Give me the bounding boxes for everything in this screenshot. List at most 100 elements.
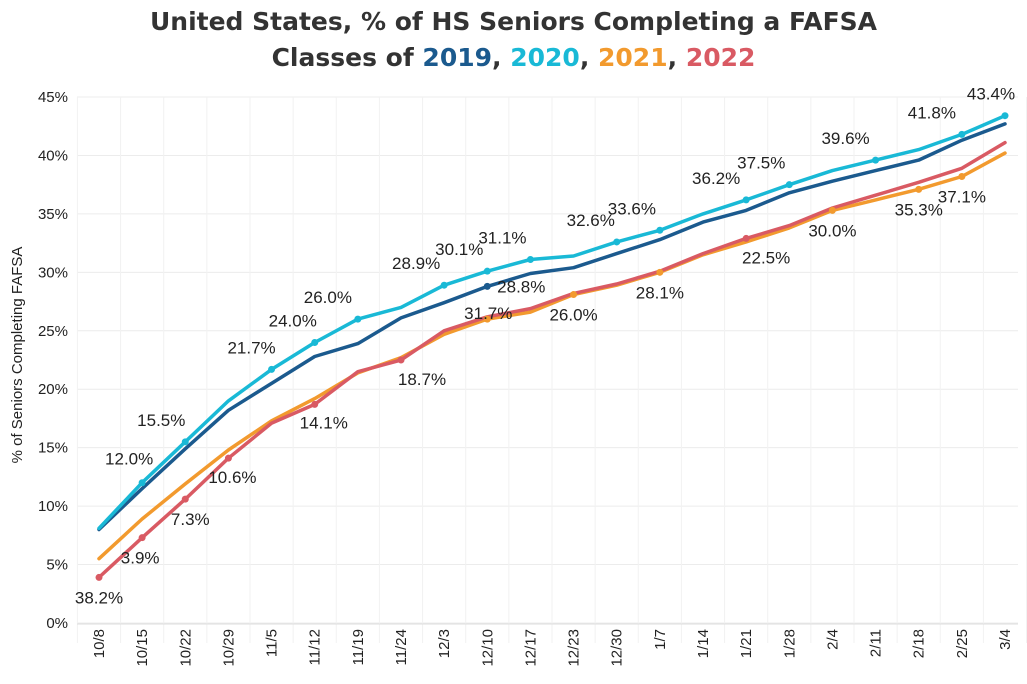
point-2020-11/5 (268, 365, 276, 373)
y-tick-label: 10% (38, 498, 68, 515)
gridlines (76, 96, 1027, 643)
title-year-2019: 2019 (422, 43, 493, 72)
y-axis-label: % of Seniors Completing FAFSA (9, 247, 26, 464)
data-label: 18.7% (398, 370, 446, 389)
point-2021-12/23 (570, 291, 578, 299)
y-tick-label: 0% (46, 615, 68, 632)
x-tick-label: 10/29 (220, 629, 237, 667)
x-tick-label: 11/12 (307, 629, 324, 665)
series-line-2022 (97, 140, 1007, 580)
point-2021-1/7 (656, 268, 664, 276)
y-tick-label: 35% (38, 206, 68, 223)
x-tick-label: 3/4 (997, 629, 1014, 650)
chart-title-line-1: United States, % of HS Seniors Completin… (149, 7, 877, 36)
point-2020-2/25 (958, 130, 966, 138)
point-2020-11/19 (354, 315, 362, 323)
x-tick-label: 11/19 (350, 629, 367, 665)
data-label: 36.2% (692, 169, 740, 188)
data-label: 37.5% (737, 154, 785, 173)
x-tick-label: 11/24 (393, 629, 410, 665)
data-label: 31.1% (478, 228, 526, 247)
data-labels: 12.0% 15.5% 21.7% 24.0% 26.0% 28.9%30.1%31.1%… (75, 85, 1015, 608)
x-tick-label: 12/10 (479, 629, 496, 667)
data-label: 33.6% (608, 199, 656, 218)
series-line-2019 (97, 122, 1007, 532)
y-tick-label: 20% (38, 381, 68, 398)
data-label: 39.6% (821, 129, 869, 148)
x-tick-label: 1/28 (781, 629, 798, 658)
data-label: 32.6% (567, 211, 615, 230)
data-label: 10.6% (208, 468, 256, 487)
data-label: 15.5% (137, 411, 185, 430)
x-tick-label: 2/11 (868, 629, 885, 657)
point-2022-10/22 (181, 495, 189, 503)
y-tick-label: 25% (38, 323, 68, 340)
data-label: 41.8% (908, 103, 956, 122)
x-tick-label: 2/18 (911, 629, 928, 658)
x-tick-label: 11/5 (264, 629, 281, 657)
data-label: 14.1% (300, 413, 348, 432)
point-2019-12/10 (483, 282, 491, 290)
point-2020-10/22 (181, 438, 189, 446)
data-label: 30.1% (435, 240, 483, 259)
point-2021-2/4 (828, 206, 836, 214)
point-2020-12/10 (483, 267, 491, 275)
point-2021-2/18 (915, 185, 923, 193)
point-2020-11/12 (311, 338, 319, 346)
y-tick-label: 15% (38, 440, 68, 457)
point-2021-2/25 (958, 172, 966, 180)
x-tick-label: 1/7 (652, 629, 669, 650)
data-label: 43.4% (967, 85, 1015, 104)
series-line-2020 (97, 113, 1007, 531)
point-2020-1/21 (742, 196, 750, 204)
series-line-2021 (97, 151, 1007, 561)
title-prefix: Classes of (271, 43, 423, 72)
title-year-2022: 2022 (685, 43, 756, 72)
data-label: 22.5% (742, 248, 790, 267)
title-year-2021: 2021 (598, 43, 668, 72)
y-axis: 0% 5% 10% 15% 20% 25% 30% 35% 40% 45% (38, 89, 68, 632)
y-tick-label: 40% (38, 147, 68, 164)
point-2020-12/3 (440, 281, 448, 289)
data-label: 31.7% (464, 304, 512, 323)
chart-title: United States, % of HS Seniors Completin… (0, 4, 1027, 76)
series-lines (97, 113, 1007, 580)
x-tick-label: 1/21 (738, 629, 755, 658)
point-2020-1/7 (656, 226, 664, 234)
chart-title-line-2: Classes of 2019, 2020, 2021, 2022 (0, 40, 1027, 76)
data-label: 26.0% (549, 306, 597, 325)
x-tick-label: 2/4 (824, 629, 841, 650)
title-separator: , (579, 43, 599, 72)
point-2022-1/21 (742, 234, 750, 242)
point-2020-12/17 (526, 255, 534, 263)
point-2020-12/30 (613, 238, 621, 246)
x-tick-label: 12/17 (522, 629, 539, 667)
point-2022-10/8 (95, 573, 103, 581)
data-label: 38.2% (75, 588, 123, 607)
point-2022-10/29 (224, 454, 232, 462)
x-tick-label: 12/23 (566, 629, 583, 667)
x-tick-label: 10/8 (91, 629, 108, 658)
data-label: 30.0% (808, 221, 856, 240)
point-2020-2/11 (872, 156, 880, 164)
data-label: 26.0% (304, 288, 352, 307)
x-tick-label: 1/14 (695, 629, 712, 658)
data-label: 12.0% (105, 450, 153, 469)
y-tick-label: 30% (38, 264, 68, 281)
data-label: 35.3% (895, 200, 943, 219)
x-tick-label: 12/3 (436, 629, 453, 658)
point-2022-11/24 (397, 356, 405, 364)
point-2020-10/15 (138, 479, 146, 487)
data-label: 37.1% (938, 187, 986, 206)
x-tick-label: 10/22 (177, 629, 194, 667)
title-year-2020: 2020 (510, 43, 580, 72)
data-label: 21.7% (227, 338, 275, 357)
point-2020-1/28 (785, 181, 793, 189)
title-separator: , (667, 43, 686, 72)
point-2020-3/4 (1001, 112, 1009, 120)
data-label: 24.0% (269, 311, 317, 330)
data-label: 7.3% (171, 510, 210, 529)
y-tick-label: 5% (46, 557, 68, 574)
point-2021-12/10 (483, 315, 491, 323)
